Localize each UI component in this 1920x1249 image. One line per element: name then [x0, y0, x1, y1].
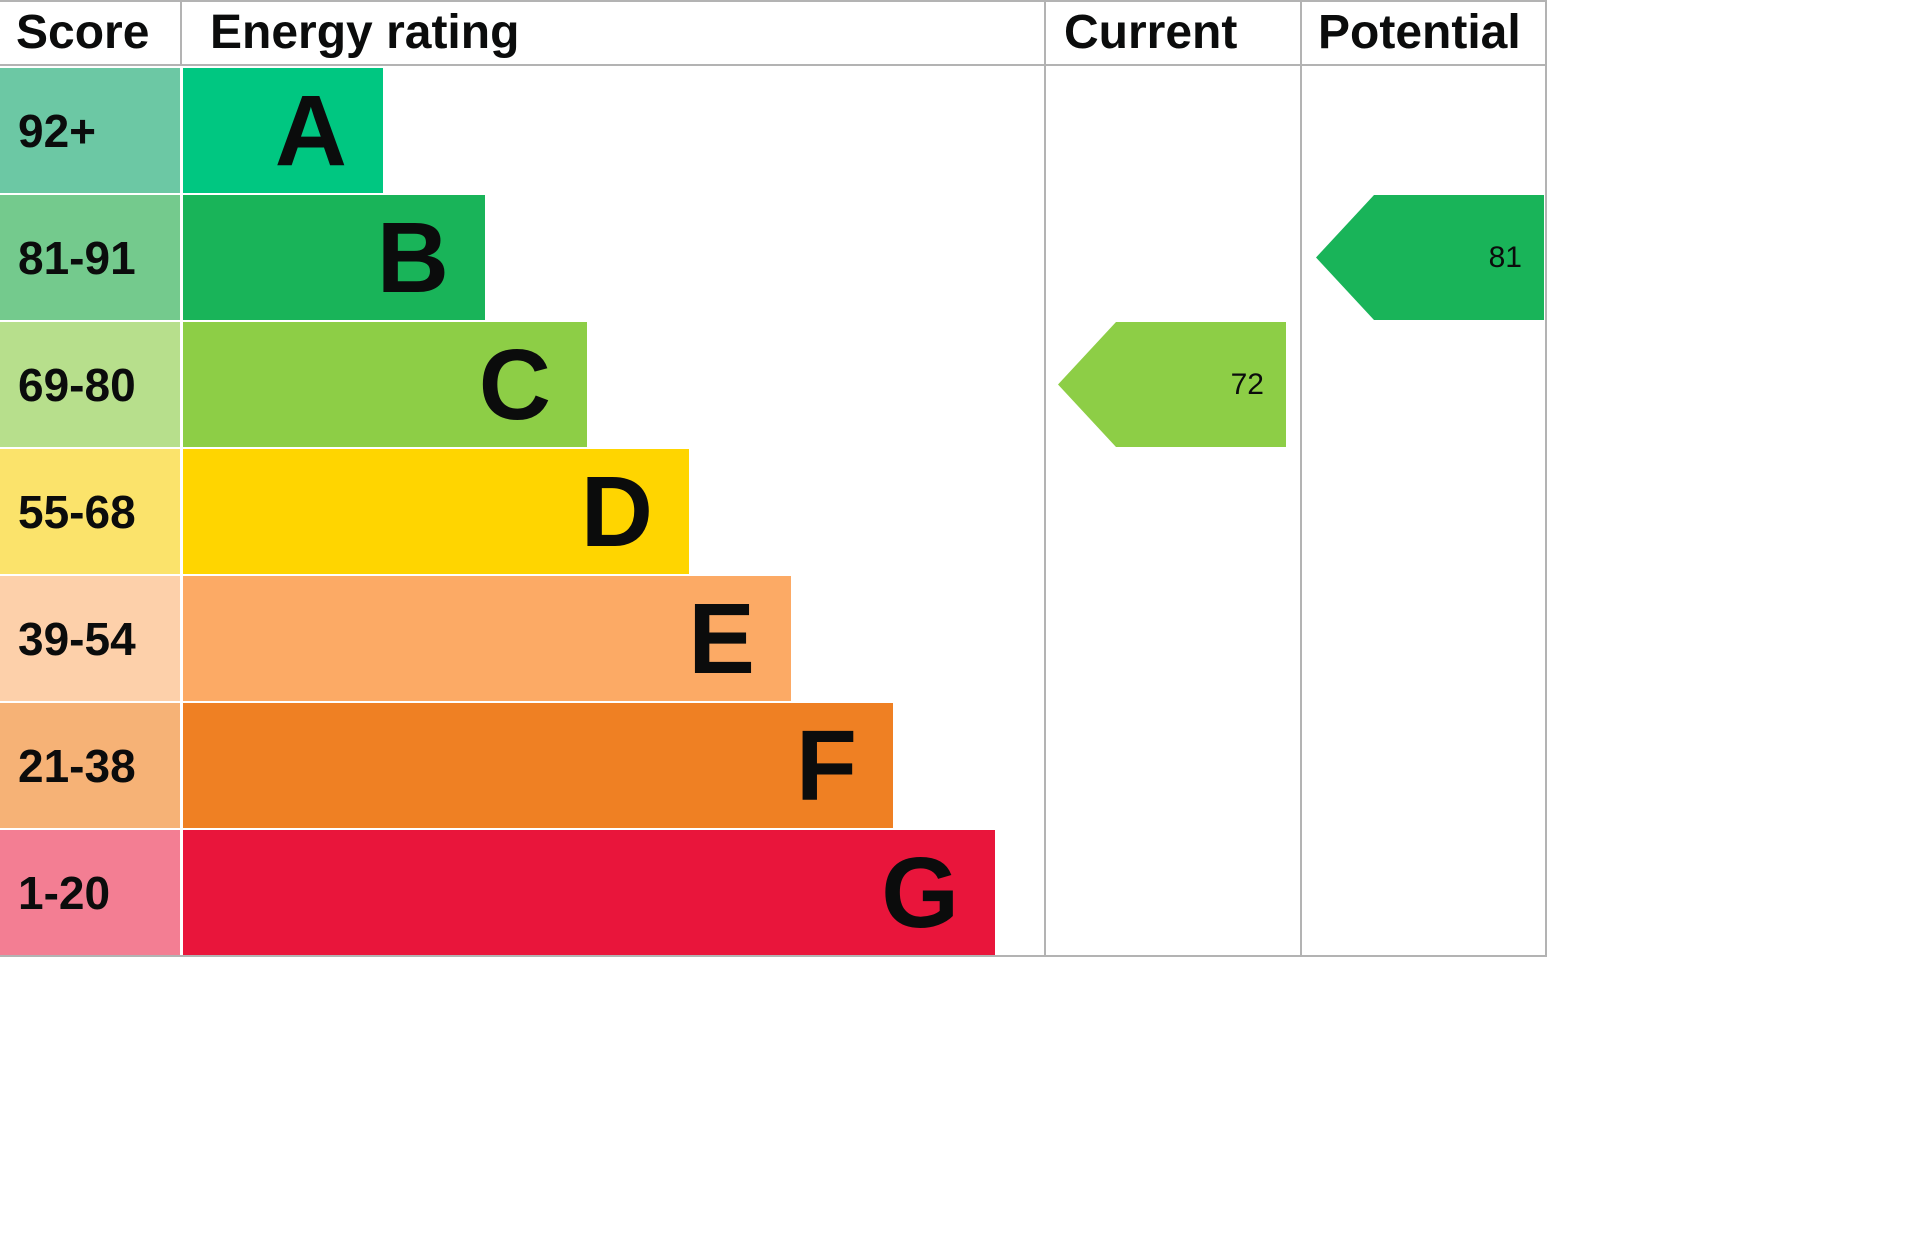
- energy-band-bar: A: [183, 68, 383, 193]
- band-row: 92+ A: [0, 68, 995, 193]
- energy-band-bar: B: [183, 195, 485, 320]
- band-row: 69-80 C: [0, 322, 995, 447]
- band-row: 21-38 F: [0, 703, 995, 828]
- energy-rating-column-header: Energy rating: [210, 6, 520, 59]
- band-rows: 92+ A 81-91 B 69-80 C 55-68 D 39-54 E 21…: [0, 68, 995, 955]
- current-column-divider: [1044, 2, 1046, 955]
- current-column-header: Current: [1064, 6, 1238, 59]
- energy-band-bar: E: [183, 576, 791, 701]
- chart-right-border: [1545, 2, 1547, 955]
- potential-rating-arrow: 81: [1316, 195, 1544, 320]
- potential-rating-value: 81: [1488, 240, 1522, 274]
- score-range-label: 55-68: [0, 449, 180, 574]
- band-row: 81-91 B: [0, 195, 995, 320]
- current-rating-arrow: 72: [1058, 322, 1286, 447]
- energy-band-letter: F: [795, 709, 857, 822]
- band-row: 39-54 E: [0, 576, 995, 701]
- band-row: 55-68 D: [0, 449, 995, 574]
- energy-band-letter: E: [688, 582, 755, 695]
- score-range-label: 21-38: [0, 703, 180, 828]
- band-row: 1-20 G: [0, 830, 995, 955]
- energy-band-bar: D: [183, 449, 689, 574]
- energy-band-bar: F: [183, 703, 893, 828]
- score-range-label: 39-54: [0, 576, 180, 701]
- energy-band-letter: B: [376, 201, 449, 314]
- epc-rating-chart: Score Energy rating Current Potential 92…: [0, 0, 1547, 957]
- energy-band-letter: C: [478, 328, 551, 441]
- score-range-label: 1-20: [0, 830, 180, 955]
- score-range-label: 92+: [0, 68, 180, 193]
- energy-band-bar: G: [183, 830, 995, 955]
- energy-band-bar: C: [183, 322, 587, 447]
- potential-column-divider: [1300, 2, 1302, 955]
- energy-band-letter: G: [881, 836, 959, 949]
- score-range-label: 81-91: [0, 195, 180, 320]
- chart-header-row: Score Energy rating Current Potential: [0, 2, 1547, 66]
- potential-column-header: Potential: [1318, 6, 1521, 59]
- score-range-label: 69-80: [0, 322, 180, 447]
- score-column-header: Score: [0, 2, 182, 64]
- energy-band-letter: A: [274, 74, 347, 187]
- energy-band-letter: D: [580, 455, 653, 568]
- current-rating-value: 72: [1230, 367, 1264, 401]
